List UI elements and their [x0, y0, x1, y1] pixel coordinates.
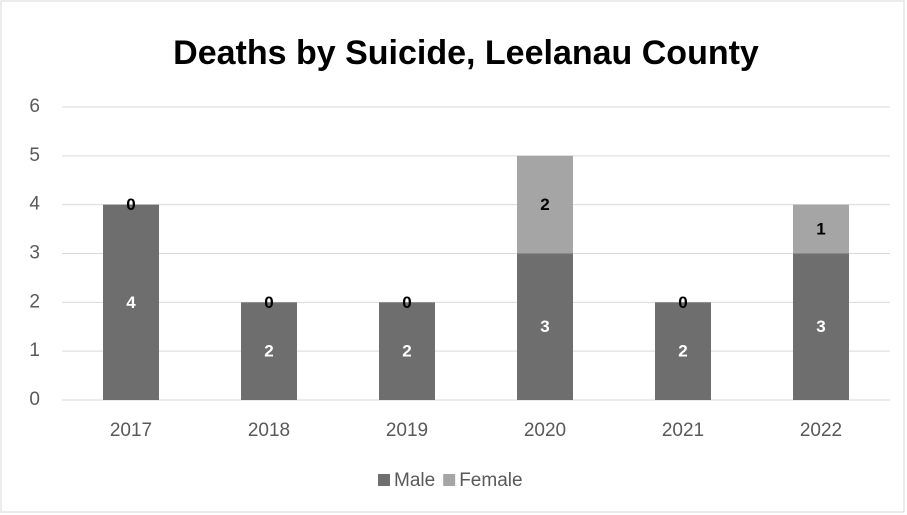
y-tick-label: 0 [29, 389, 40, 410]
bar-segment [241, 302, 297, 400]
data-label: 0 [678, 293, 687, 312]
y-tick-label: 6 [29, 96, 40, 117]
x-tick-label: 2021 [662, 420, 704, 441]
x-tick-label: 2020 [524, 420, 566, 441]
data-label: 4 [126, 293, 136, 312]
bar-segment [655, 302, 711, 400]
data-label: 0 [402, 293, 411, 312]
bar-segment [793, 253, 849, 400]
y-tick-label: 4 [29, 194, 40, 215]
bar-segment [793, 204, 849, 254]
data-label: 1 [816, 220, 825, 239]
legend-swatch [443, 474, 456, 486]
chart-title: Deaths by Suicide, Leelanau County [173, 34, 759, 72]
data-label: 2 [678, 342, 687, 361]
bar-segment [517, 155, 573, 254]
x-tick-label: 2019 [386, 420, 428, 441]
data-label: 3 [816, 317, 825, 336]
y-tick-label: 3 [29, 243, 40, 264]
x-tick-label: 2018 [248, 420, 290, 441]
data-label: 0 [126, 195, 135, 214]
y-tick-label: 5 [29, 145, 40, 166]
data-label: 2 [264, 342, 273, 361]
legend-swatch [378, 474, 390, 486]
data-label: 0 [264, 293, 273, 312]
bar-segment [517, 253, 573, 400]
y-tick-label: 2 [29, 291, 40, 312]
legend-label: Female [459, 470, 522, 491]
bar-segment [379, 302, 435, 400]
data-label: 2 [540, 195, 549, 214]
data-label: 3 [540, 317, 549, 336]
bar-segment [103, 204, 159, 400]
x-tick-label: 2022 [800, 420, 842, 441]
data-label: 2 [402, 342, 411, 361]
x-tick-label: 2017 [110, 420, 152, 441]
legend-label: Male [394, 470, 435, 491]
y-tick-label: 1 [29, 340, 40, 361]
